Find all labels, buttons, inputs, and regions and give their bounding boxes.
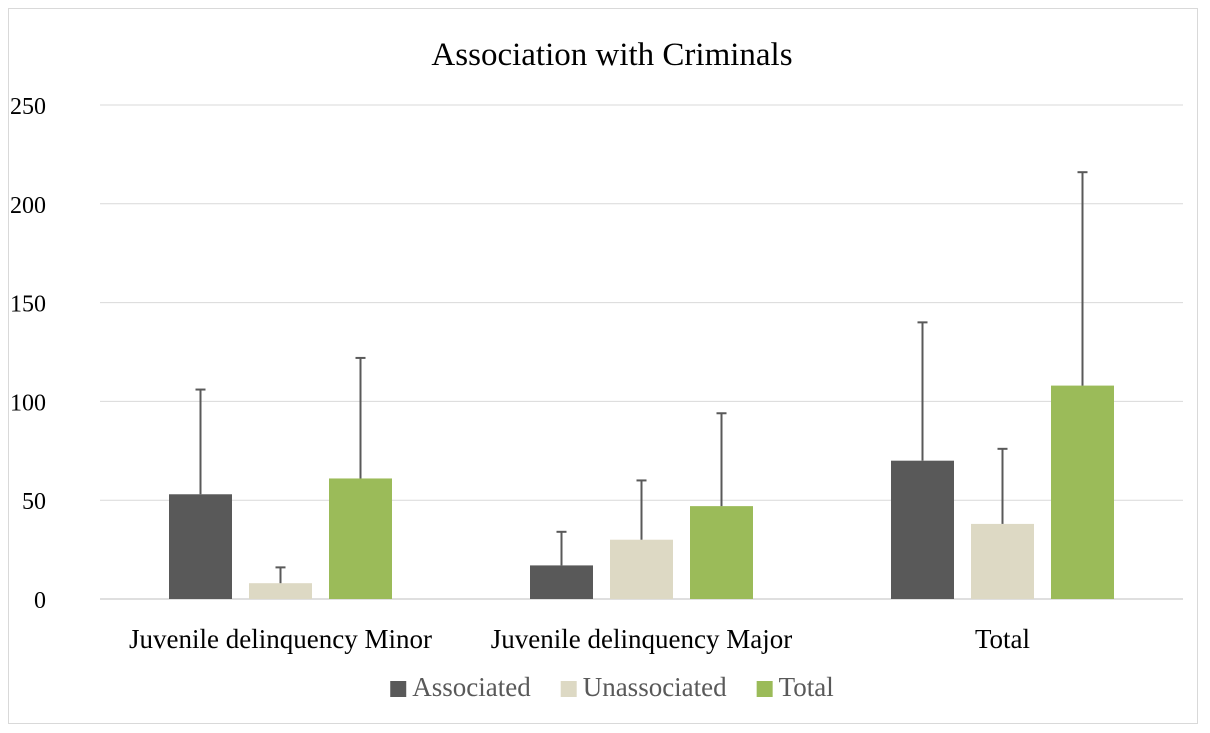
bar: [971, 523, 1034, 599]
bar: [249, 583, 312, 599]
bars: [169, 385, 1114, 599]
y-tick-label: 150: [10, 292, 46, 318]
bar: [329, 478, 392, 599]
y-axis-ticks: 0 50 100 150 200 250: [10, 94, 46, 614]
legend-swatch: [390, 681, 407, 697]
legend-label: Total: [779, 672, 834, 702]
bar: [530, 565, 593, 599]
bar: [169, 494, 232, 599]
x-tick-label: Juvenile delinquency Major: [491, 624, 792, 654]
legend-swatch: [756, 681, 773, 697]
bar: [690, 506, 753, 599]
legend: Associated Unassociated Total: [390, 672, 834, 702]
x-tick-label: Juvenile delinquency Minor: [129, 624, 432, 654]
y-tick-label: 100: [10, 390, 46, 416]
y-tick-label: 50: [22, 489, 46, 515]
x-axis-labels: Juvenile delinquency Minor Juvenile delin…: [129, 624, 1030, 654]
y-tick-label: 0: [34, 588, 46, 614]
legend-label: Associated: [412, 672, 531, 702]
y-tick-label: 250: [10, 94, 46, 120]
chart-title: Association with Criminals: [431, 37, 792, 73]
bar: [1051, 385, 1114, 599]
x-tick-label: Total: [975, 624, 1030, 654]
y-tick-label: 200: [10, 193, 46, 219]
legend-label: Unassociated: [583, 672, 727, 702]
legend-swatch: [560, 681, 577, 697]
error-bars: [195, 171, 1088, 584]
chart-frame: [8, 8, 1198, 724]
bar: [891, 460, 954, 599]
bar: [610, 539, 673, 599]
